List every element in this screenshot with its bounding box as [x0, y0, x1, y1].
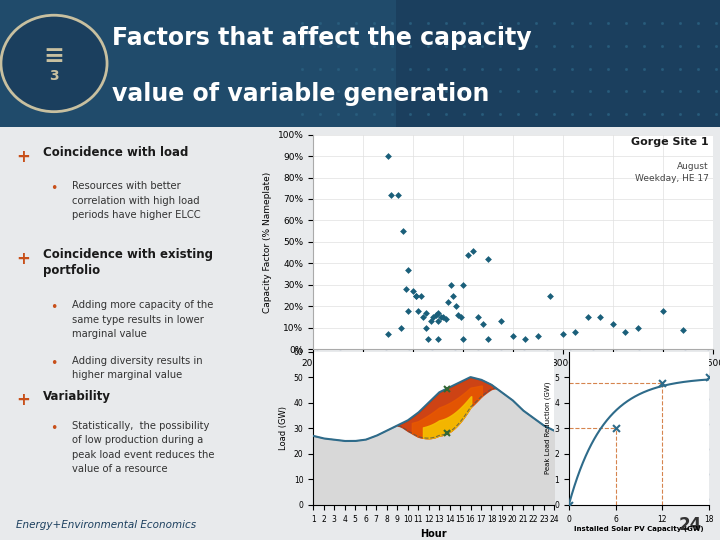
Point — [445, 281, 456, 289]
Point — [400, 285, 411, 293]
Point — [410, 291, 421, 300]
Point — [408, 287, 419, 295]
Point — [557, 330, 569, 339]
Point — [467, 246, 479, 255]
Text: +: + — [16, 392, 30, 409]
Text: Factors that affect the capacity: Factors that affect the capacity — [112, 26, 531, 50]
Point — [397, 227, 409, 235]
Text: Adding more capacity of the
same type results in lower
marginal value: Adding more capacity of the same type re… — [72, 300, 213, 339]
Y-axis label: Load (GW): Load (GW) — [279, 406, 288, 450]
Point — [620, 328, 631, 336]
Text: Coincidence with load: Coincidence with load — [43, 146, 189, 159]
Point — [430, 310, 441, 319]
Point — [410, 291, 421, 300]
Text: 3: 3 — [49, 69, 59, 83]
Point — [570, 328, 581, 336]
Point — [632, 323, 644, 332]
Point — [427, 313, 438, 321]
Point — [677, 326, 688, 334]
Text: Coincidence with existing
portfolio: Coincidence with existing portfolio — [43, 248, 213, 277]
Point — [482, 255, 494, 264]
Point — [657, 306, 669, 315]
Point — [457, 334, 469, 343]
Text: +: + — [16, 148, 30, 166]
Text: •: • — [50, 357, 58, 370]
Point — [432, 317, 444, 326]
Text: +: + — [16, 249, 30, 268]
Point — [455, 313, 467, 321]
Point — [432, 308, 444, 317]
Point — [452, 310, 464, 319]
Text: August
Weekday, HE 17: August Weekday, HE 17 — [635, 163, 708, 183]
Text: Resources with better
correlation with high load
periods have higher ELCC: Resources with better correlation with h… — [72, 181, 201, 220]
Text: Statistically,  the possibility
of low production during a
peak load event reduc: Statistically, the possibility of low pr… — [72, 421, 215, 474]
Ellipse shape — [1, 15, 107, 112]
Point — [610, 424, 621, 433]
Point — [482, 334, 494, 343]
X-axis label: Load (MW): Load (MW) — [480, 374, 546, 383]
Text: Variability: Variability — [43, 389, 111, 402]
X-axis label: Hour: Hour — [420, 529, 447, 539]
Point — [425, 317, 436, 326]
Point — [392, 191, 404, 199]
Point — [432, 334, 444, 343]
Point — [420, 308, 431, 317]
Point — [450, 302, 462, 310]
Point — [440, 315, 451, 323]
Point — [402, 266, 414, 274]
Point — [420, 323, 431, 332]
Point — [657, 379, 668, 388]
Point — [447, 291, 459, 300]
Text: •: • — [50, 422, 58, 435]
Text: •: • — [50, 301, 58, 314]
Point — [532, 332, 544, 341]
Point — [545, 291, 557, 300]
Point — [413, 306, 424, 315]
Point — [477, 319, 489, 328]
Text: value of variable generation: value of variable generation — [112, 82, 489, 106]
Point — [382, 330, 394, 339]
Y-axis label: Peak Load Reduction (GW): Peak Load Reduction (GW) — [545, 382, 552, 475]
Point — [507, 332, 518, 341]
Point — [435, 313, 446, 321]
Text: Energy+Environmental Economics: Energy+Environmental Economics — [16, 520, 196, 530]
Point — [402, 306, 414, 315]
Point — [595, 313, 606, 321]
X-axis label: Installed Solar PV Capacity (GW): Installed Solar PV Capacity (GW) — [574, 526, 704, 532]
Point — [563, 501, 575, 509]
Point — [495, 317, 506, 326]
Point — [442, 298, 454, 306]
Y-axis label: Capacity Factor (% Nameplate): Capacity Factor (% Nameplate) — [263, 171, 272, 313]
Point — [582, 313, 594, 321]
Point — [607, 319, 618, 328]
Point — [382, 152, 394, 160]
Text: 24: 24 — [679, 516, 702, 534]
Point — [418, 313, 429, 321]
Text: •: • — [50, 183, 58, 195]
Text: Gorge Site 1: Gorge Site 1 — [631, 137, 708, 147]
Point — [703, 373, 715, 381]
Point — [472, 313, 484, 321]
Point — [462, 251, 474, 259]
Point — [520, 334, 531, 343]
Point — [385, 191, 397, 199]
Point — [395, 323, 406, 332]
Text: ≡: ≡ — [43, 44, 65, 68]
Text: Adding diversity results in
higher marginal value: Adding diversity results in higher margi… — [72, 356, 202, 380]
Point — [437, 313, 449, 321]
Point — [415, 291, 426, 300]
Point — [423, 334, 434, 343]
Point — [457, 281, 469, 289]
Bar — [0, 0, 396, 127]
